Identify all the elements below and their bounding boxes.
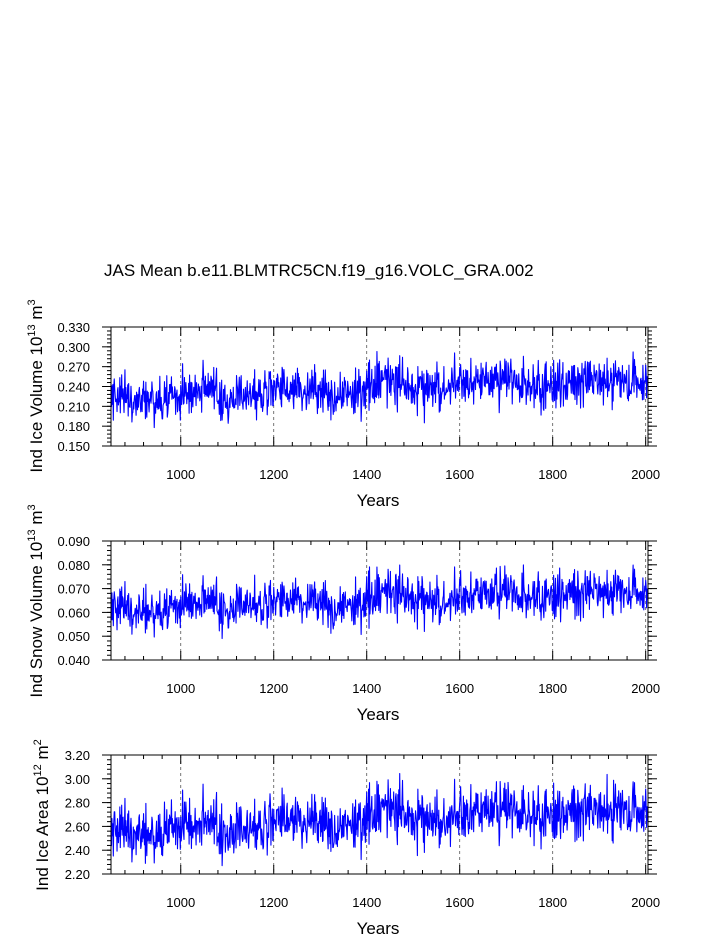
xtick-label-ice-area-1000: 1000 xyxy=(166,895,195,910)
xtick-label-ice-volume-1800: 1800 xyxy=(538,467,567,482)
series-line-snow-volume xyxy=(110,564,649,640)
xtick-label-ice-area-1200: 1200 xyxy=(259,895,288,910)
plot-frame-snow-volume xyxy=(110,540,649,661)
ytick-label-ice-volume-0.300: 0.300 xyxy=(57,340,90,355)
ytick-label-ice-area-3.20: 3.20 xyxy=(65,748,90,763)
ytick-label-snow-volume-0.080: 0.080 xyxy=(57,558,90,573)
ytick-label-ice-volume-0.240: 0.240 xyxy=(57,380,90,395)
xtick-label-ice-volume-1400: 1400 xyxy=(352,467,381,482)
xtick-label-snow-volume-1400: 1400 xyxy=(352,681,381,696)
ylabel-ice-volume-unit-exp: 3 xyxy=(26,299,38,305)
xtick-label-ice-volume-1000: 1000 xyxy=(166,467,195,482)
ytick-label-snow-volume-0.090: 0.090 xyxy=(57,534,90,549)
xtick-label-snow-volume-1000: 1000 xyxy=(166,681,195,696)
ytick-label-snow-volume-0.040: 0.040 xyxy=(57,653,90,668)
xtick-label-ice-area-1400: 1400 xyxy=(352,895,381,910)
xlabel-ice-volume: Years xyxy=(357,491,400,510)
panel-ice-volume: Ind Ice Volume 1013 m3 Years 1000 1200 140… xyxy=(26,299,660,510)
xtick-label-ice-volume-1200: 1200 xyxy=(259,467,288,482)
ytick-label-ice-volume-0.270: 0.270 xyxy=(57,360,90,375)
ylabel-ice-area-main: Ind Ice Area 10 xyxy=(33,776,52,890)
ylabel-snow-volume-exp: 13 xyxy=(26,529,38,541)
ylabel-ice-area: Ind Ice Area 1012 m2 xyxy=(32,739,52,891)
xtick-label-ice-volume-2000: 2000 xyxy=(631,467,660,482)
plot-frame-ice-area xyxy=(110,754,649,875)
ytick-label-ice-volume-0.150: 0.150 xyxy=(57,439,90,454)
xtick-label-ice-area-2000: 2000 xyxy=(631,895,660,910)
ylabel-snow-volume: Ind Snow Volume 1013 m3 xyxy=(26,504,46,697)
ytick-label-ice-area-3.00: 3.00 xyxy=(65,772,90,787)
ylabel-snow-volume-unit-exp: 3 xyxy=(26,504,38,510)
xlabel-ice-area: Years xyxy=(357,919,400,935)
ylabel-snow-volume-main: Ind Snow Volume 10 xyxy=(27,542,46,698)
ytick-label-ice-volume-0.330: 0.330 xyxy=(57,320,90,335)
panel-ice-area: Ind Ice Area 1012 m2 Years 1000 1200 1400 1… xyxy=(32,739,660,935)
ytick-label-ice-area-2.40: 2.40 xyxy=(65,843,90,858)
ylabel-ice-volume: Ind Ice Volume 1013 m3 xyxy=(26,299,46,472)
xtick-label-snow-volume-1600: 1600 xyxy=(445,681,474,696)
xtick-label-snow-volume-2000: 2000 xyxy=(631,681,660,696)
xtick-label-ice-area-1600: 1600 xyxy=(445,895,474,910)
ytick-label-snow-volume-0.070: 0.070 xyxy=(57,582,90,597)
series-line-ice-volume xyxy=(110,350,649,429)
ylabel-ice-area-exp: 12 xyxy=(32,764,44,776)
ytick-label-ice-area-2.20: 2.20 xyxy=(65,867,90,882)
ytick-label-snow-volume-0.060: 0.060 xyxy=(57,605,90,620)
figure-title: JAS Mean b.e11.BLMTRC5CN.f19_g16.VOLC_GR… xyxy=(104,261,534,280)
ytick-label-ice-area-2.60: 2.60 xyxy=(65,819,90,834)
ylabel-ice-volume-unit: m xyxy=(27,305,46,324)
ytick-label-snow-volume-0.050: 0.050 xyxy=(57,629,90,644)
ytick-label-ice-volume-0.210: 0.210 xyxy=(57,399,90,414)
xtick-label-snow-volume-1800: 1800 xyxy=(538,681,567,696)
xtick-label-ice-area-1800: 1800 xyxy=(538,895,567,910)
ylabel-snow-volume-unit: m xyxy=(27,511,46,530)
ylabel-ice-area-unit-exp: 2 xyxy=(32,739,44,745)
ylabel-ice-area-unit: m xyxy=(33,745,52,764)
ylabel-ice-volume-main: Ind Ice Volume 10 xyxy=(27,337,46,473)
xlabel-snow-volume: Years xyxy=(357,705,400,724)
ytick-label-ice-volume-0.180: 0.180 xyxy=(57,419,90,434)
series-line-ice-area xyxy=(110,772,649,867)
xtick-label-snow-volume-1200: 1200 xyxy=(259,681,288,696)
panel-snow-volume: Ind Snow Volume 1013 m3 Years 1000 1200 14… xyxy=(26,504,660,724)
ytick-label-ice-area-2.80: 2.80 xyxy=(65,796,90,811)
xtick-label-ice-volume-1600: 1600 xyxy=(445,467,474,482)
ylabel-ice-volume-exp: 13 xyxy=(26,324,38,336)
